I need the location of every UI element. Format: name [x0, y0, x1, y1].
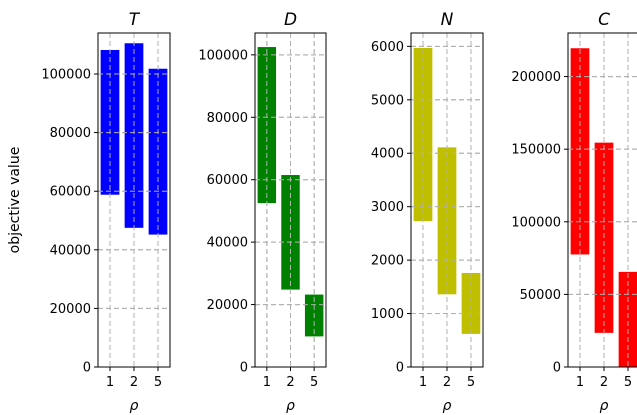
bar-5 — [618, 271, 637, 367]
chart-title: T — [129, 10, 141, 30]
bar-5 — [461, 272, 481, 334]
x-tick-label: 5 — [310, 375, 318, 390]
x-tick-label: 2 — [600, 375, 608, 390]
y-tick-label: 4000 — [371, 147, 404, 162]
y-tick-label: 2000 — [371, 254, 404, 269]
y-tick-label: 0 — [83, 361, 91, 376]
y-tick-label: 0 — [396, 361, 404, 376]
bar-5 — [148, 68, 168, 235]
y-tick-label: 20000 — [50, 302, 91, 317]
y-tick-label: 5000 — [371, 93, 404, 108]
chart-panel-2: 0 1000 2000 3000 4000 5000 6000 1 2 5 Nρ — [371, 10, 484, 414]
y-tick-label: 150000 — [511, 143, 561, 158]
bar-1 — [570, 48, 590, 255]
chart-panel-3: 0 50000 100000 150000 200000 1 2 5 Cρ — [511, 10, 637, 414]
y-tick-label: 80000 — [50, 126, 91, 141]
x-axis-label: ρ — [286, 398, 295, 414]
y-tick-label: 100000 — [41, 68, 91, 83]
x-axis-label: ρ — [443, 398, 452, 414]
y-tick-label: 100000 — [511, 215, 561, 230]
bar-2 — [281, 175, 300, 290]
y-tick-label: 50000 — [520, 288, 561, 303]
x-tick-label: 1 — [106, 375, 114, 390]
bar-2 — [124, 43, 144, 228]
y-tick-label: 40000 — [207, 236, 248, 251]
y-tick-label: 1000 — [371, 307, 404, 322]
x-tick-label: 2 — [443, 375, 451, 390]
y-tick-label: 0 — [240, 361, 248, 376]
y-axis-label: objective value — [7, 147, 23, 254]
x-tick-label: 2 — [286, 375, 294, 390]
x-tick-label: 1 — [263, 375, 271, 390]
chart-panel-0: 0 20000 40000 60000 80000 100000 1 2 5 Tρ — [41, 10, 171, 414]
x-tick-label: 5 — [624, 375, 632, 390]
y-tick-label: 0 — [553, 361, 561, 376]
x-axis-label: ρ — [130, 398, 139, 414]
y-tick-label: 60000 — [50, 185, 91, 200]
x-tick-label: 1 — [576, 375, 584, 390]
y-tick-label: 80000 — [207, 111, 248, 126]
x-tick-label: 5 — [154, 375, 162, 390]
y-tick-label: 6000 — [371, 40, 404, 55]
x-tick-label: 1 — [419, 375, 427, 390]
y-tick-label: 100000 — [198, 48, 248, 63]
y-tick-label: 20000 — [207, 298, 248, 313]
x-tick-label: 2 — [130, 375, 138, 390]
y-tick-label: 200000 — [511, 70, 561, 85]
y-tick-label: 60000 — [207, 173, 248, 188]
chart-title: N — [441, 10, 454, 30]
x-tick-label: 5 — [467, 375, 475, 390]
chart-title: D — [284, 10, 297, 30]
y-tick-label: 3000 — [371, 200, 404, 215]
chart-title: C — [598, 10, 610, 30]
chart-panel-1: 0 20000 40000 60000 80000 100000 1 2 5 Dρ — [198, 10, 327, 414]
y-tick-label: 40000 — [50, 243, 91, 258]
x-axis-label: ρ — [600, 398, 609, 414]
bar-1 — [413, 47, 433, 222]
